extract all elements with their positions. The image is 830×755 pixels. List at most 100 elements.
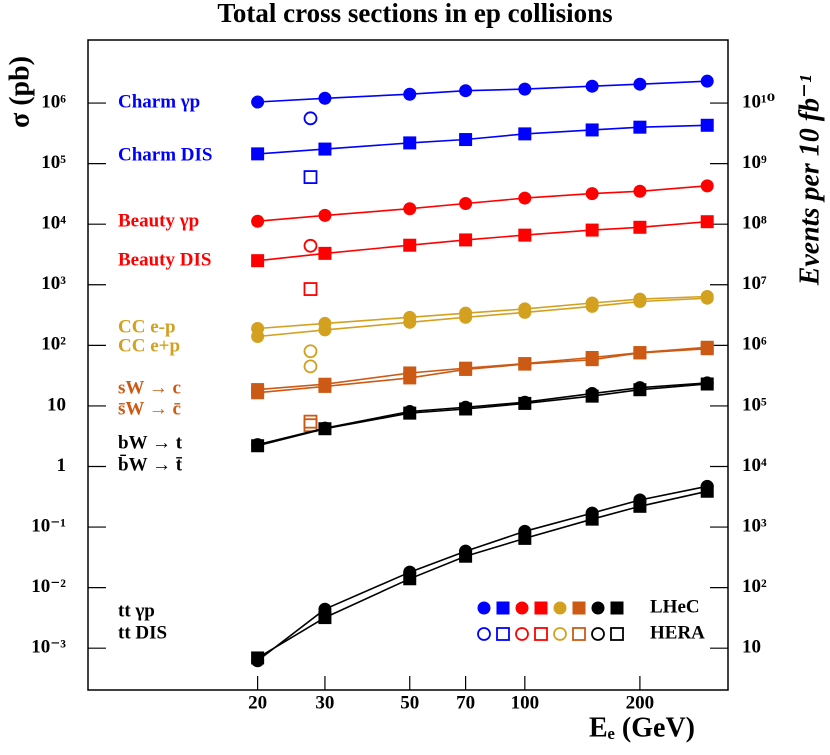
data-point <box>518 531 532 545</box>
data-point <box>459 196 473 210</box>
data-point <box>518 228 532 242</box>
y-tick-label: 10³ <box>41 273 66 294</box>
data-point <box>585 123 599 137</box>
data-point <box>251 329 265 343</box>
y2-tick-label: 10⁶ <box>742 334 767 355</box>
legend-marker <box>477 601 491 615</box>
series-label: CC e-p <box>118 316 176 337</box>
series-label: bW → t <box>118 432 183 453</box>
series-line <box>257 347 708 394</box>
legend-label: HERA <box>650 622 705 643</box>
y2-tick-label: 10¹⁰ <box>742 91 775 112</box>
series-line <box>257 485 708 662</box>
series-line <box>257 80 708 103</box>
x-tick-label: 50 <box>400 692 419 713</box>
data-point <box>318 379 332 393</box>
x-tick-label: 100 <box>511 692 540 713</box>
data-point <box>585 512 599 526</box>
legend-marker <box>610 601 624 615</box>
data-point <box>251 651 265 665</box>
data-point <box>633 383 647 397</box>
data-point <box>518 357 532 371</box>
y-tick-label: 1 <box>57 455 67 476</box>
y2-tick-label: 10⁷ <box>742 273 767 294</box>
legend-marker <box>610 627 624 641</box>
y2-tick-label: 10³ <box>742 515 767 536</box>
series-label: s̄W → c̄ <box>118 398 181 419</box>
data-point <box>251 147 265 161</box>
y2-tick-label: 10⁹ <box>742 152 767 173</box>
data-point <box>633 346 647 360</box>
series-label: b̄W → t̄ <box>118 454 183 476</box>
y2-tick-label: 10² <box>742 576 767 597</box>
data-point <box>700 215 714 229</box>
series-label: Beauty γp <box>118 210 199 231</box>
y2-tick-label: 10⁵ <box>742 394 767 415</box>
data-point <box>585 223 599 237</box>
data-point <box>403 238 417 252</box>
data-point <box>633 220 647 234</box>
data-point <box>585 299 599 313</box>
y-tick-label: 10⁶ <box>41 91 66 112</box>
chart-title: Total cross sections in ep collisions <box>217 0 612 28</box>
data-point <box>459 310 473 324</box>
legend-marker <box>515 627 529 641</box>
y-tick-label: 10² <box>41 334 66 355</box>
series-label: Beauty DIS <box>118 249 211 270</box>
data-point <box>459 402 473 416</box>
data-point <box>251 95 265 109</box>
data-point <box>318 422 332 436</box>
data-point <box>633 294 647 308</box>
data-point <box>318 246 332 260</box>
data-point <box>318 611 332 625</box>
data-point <box>459 549 473 563</box>
y2-axis-title: Events per 10 fb⁻¹ <box>794 75 825 287</box>
hera-point <box>303 111 318 126</box>
x-tick-label: 30 <box>315 692 334 713</box>
data-point <box>251 439 265 453</box>
y-tick-label: 10⁻¹ <box>31 515 66 536</box>
data-point <box>518 305 532 319</box>
hera-point <box>303 238 318 253</box>
data-point <box>251 214 265 228</box>
data-point <box>403 371 417 385</box>
data-point <box>633 120 647 134</box>
data-point <box>700 291 714 305</box>
data-point <box>633 184 647 198</box>
data-point <box>585 187 599 201</box>
hera-point <box>303 359 318 374</box>
data-point <box>700 377 714 391</box>
data-point <box>518 82 532 96</box>
data-point <box>700 118 714 132</box>
legend-marker <box>553 627 567 641</box>
x-tick-label: 200 <box>626 692 655 713</box>
data-point <box>633 499 647 513</box>
series-line <box>257 124 708 155</box>
legend-marker <box>477 627 491 641</box>
data-point <box>251 386 265 400</box>
legend-marker <box>496 601 510 615</box>
hera-point <box>303 282 318 296</box>
hera-point <box>303 418 318 433</box>
data-point <box>459 133 473 147</box>
legend-marker <box>553 601 567 615</box>
series-line <box>257 185 708 222</box>
series-line <box>257 220 708 262</box>
series-label: Charm DIS <box>118 144 212 165</box>
data-point <box>585 79 599 93</box>
legend-markers <box>477 601 624 641</box>
y2-tick-label: 10⁸ <box>742 213 767 234</box>
data-point <box>318 142 332 156</box>
data-point <box>318 91 332 105</box>
data-point <box>459 233 473 247</box>
data-point <box>518 191 532 205</box>
data-point <box>403 315 417 329</box>
data-point <box>403 406 417 420</box>
hera-point <box>303 414 318 429</box>
y-tick-label: 10⁻² <box>31 576 66 597</box>
data-point <box>403 87 417 101</box>
hera-point <box>303 170 318 184</box>
data-point <box>403 202 417 216</box>
data-point <box>700 179 714 193</box>
